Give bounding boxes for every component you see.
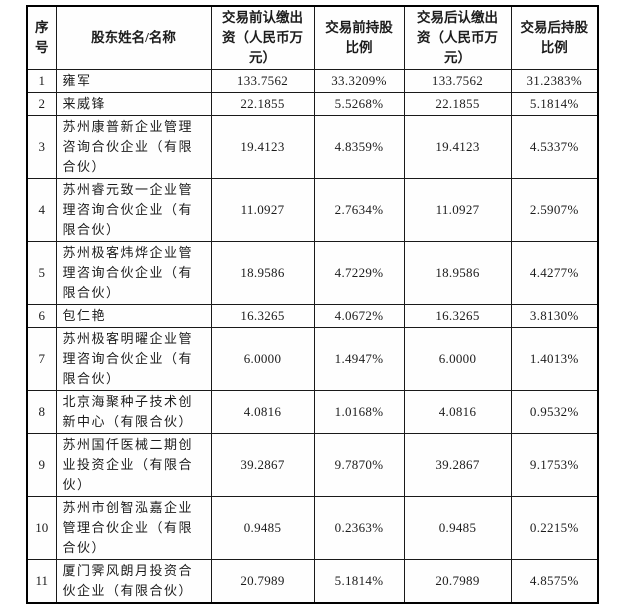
col-serial-number: 序 号 — [26, 5, 57, 70]
post-capital-value: 4.0816 — [403, 390, 512, 434]
table-row: 4 苏州睿元致一企业管理咨询合伙企业（有限合伙） 11.0927 2.7634%… — [26, 178, 599, 242]
post-ratio-value: 1.4013% — [510, 327, 599, 391]
row-index: 1 — [26, 69, 57, 93]
row-index: 9 — [26, 433, 57, 497]
post-ratio-value: 0.9532% — [510, 390, 599, 434]
col-post-transaction-capital: 交易后认缴出 资（人民币万 元） — [403, 5, 512, 70]
pre-ratio-value: 1.4947% — [313, 327, 405, 391]
table-body: 1 雍军 133.7562 33.3209% 133.7562 31.2383%… — [26, 69, 599, 604]
row-index: 5 — [26, 241, 57, 305]
post-ratio-value: 0.2215% — [510, 496, 599, 560]
shareholder-table: 序 号 股东姓名/名称 交易前认缴出 资（人民币万 元） 交易前持股 比例 交易… — [26, 5, 599, 604]
pre-ratio-value: 2.7634% — [313, 178, 405, 242]
pre-ratio-value: 4.7229% — [313, 241, 405, 305]
post-capital-value: 39.2867 — [403, 433, 512, 497]
shareholder-name: 苏州国仟医械二期创业投资企业（有限合伙） — [55, 433, 212, 497]
pre-capital-value: 22.1855 — [210, 92, 315, 116]
pre-capital-value: 4.0816 — [210, 390, 315, 434]
pre-capital-value: 20.7989 — [210, 559, 315, 604]
table-row: 6 包仁艳 16.3265 4.0672% 16.3265 3.8130% — [26, 304, 599, 328]
pre-capital-value: 6.0000 — [210, 327, 315, 391]
header-row: 序 号 股东姓名/名称 交易前认缴出 资（人民币万 元） 交易前持股 比例 交易… — [26, 5, 599, 70]
pre-ratio-value: 5.1814% — [313, 559, 405, 604]
post-capital-value: 16.3265 — [403, 304, 512, 328]
col-pre-transaction-capital: 交易前认缴出 资（人民币万 元） — [210, 5, 315, 70]
post-ratio-value: 4.5337% — [510, 115, 599, 179]
shareholder-name: 苏州极客明曜企业管理咨询合伙企业（有限合伙） — [55, 327, 212, 391]
post-capital-value: 6.0000 — [403, 327, 512, 391]
table-row: 1 雍军 133.7562 33.3209% 133.7562 31.2383% — [26, 69, 599, 93]
shareholder-name: 雍军 — [55, 69, 212, 93]
row-index: 4 — [26, 178, 57, 242]
col-pre-transaction-ratio: 交易前持股 比例 — [313, 5, 405, 70]
pre-capital-value: 39.2867 — [210, 433, 315, 497]
pre-capital-value: 16.3265 — [210, 304, 315, 328]
table-row: 11 厦门霁风朗月投资合伙企业（有限合伙） 20.7989 5.1814% 20… — [26, 559, 599, 604]
row-index: 7 — [26, 327, 57, 391]
pre-ratio-value: 9.7870% — [313, 433, 405, 497]
row-index: 8 — [26, 390, 57, 434]
table-row: 5 苏州极客炜烨企业管理咨询合伙企业（有限合伙） 18.9586 4.7229%… — [26, 241, 599, 305]
pre-capital-value: 133.7562 — [210, 69, 315, 93]
shareholder-name: 苏州极客炜烨企业管理咨询合伙企业（有限合伙） — [55, 241, 212, 305]
table-row: 2 来威锋 22.1855 5.5268% 22.1855 5.1814% — [26, 92, 599, 116]
post-ratio-value: 31.2383% — [510, 69, 599, 93]
row-index: 3 — [26, 115, 57, 179]
pre-ratio-value: 33.3209% — [313, 69, 405, 93]
row-index: 11 — [26, 559, 57, 604]
shareholder-name: 苏州市创智泓嘉企业管理合伙企业（有限合伙） — [55, 496, 212, 560]
pre-ratio-value: 4.0672% — [313, 304, 405, 328]
table-row: 3 苏州康普新企业管理咨询合伙企业（有限合伙） 19.4123 4.8359% … — [26, 115, 599, 179]
pre-ratio-value: 1.0168% — [313, 390, 405, 434]
table-row: 7 苏州极客明曜企业管理咨询合伙企业（有限合伙） 6.0000 1.4947% … — [26, 327, 599, 391]
pre-capital-value: 11.0927 — [210, 178, 315, 242]
post-ratio-value: 4.8575% — [510, 559, 599, 604]
pre-capital-value: 18.9586 — [210, 241, 315, 305]
shareholder-name: 苏州睿元致一企业管理咨询合伙企业（有限合伙） — [55, 178, 212, 242]
post-capital-value: 18.9586 — [403, 241, 512, 305]
post-capital-value: 22.1855 — [403, 92, 512, 116]
shareholder-name: 北京海聚种子技术创新中心（有限合伙） — [55, 390, 212, 434]
row-index: 10 — [26, 496, 57, 560]
document-page: 序 号 股东姓名/名称 交易前认缴出 资（人民币万 元） 交易前持股 比例 交易… — [26, 5, 599, 604]
col-shareholder-name: 股东姓名/名称 — [55, 5, 212, 70]
pre-ratio-value: 5.5268% — [313, 92, 405, 116]
shareholder-name: 来威锋 — [55, 92, 212, 116]
post-ratio-value: 5.1814% — [510, 92, 599, 116]
post-ratio-value: 9.1753% — [510, 433, 599, 497]
post-capital-value: 19.4123 — [403, 115, 512, 179]
shareholder-name: 厦门霁风朗月投资合伙企业（有限合伙） — [55, 559, 212, 604]
table-row: 8 北京海聚种子技术创新中心（有限合伙） 4.0816 1.0168% 4.08… — [26, 390, 599, 434]
pre-ratio-value: 0.2363% — [313, 496, 405, 560]
col-post-transaction-ratio: 交易后持股 比例 — [510, 5, 599, 70]
post-capital-value: 133.7562 — [403, 69, 512, 93]
table-row: 9 苏州国仟医械二期创业投资企业（有限合伙） 39.2867 9.7870% 3… — [26, 433, 599, 497]
post-ratio-value: 2.5907% — [510, 178, 599, 242]
post-ratio-value: 4.4277% — [510, 241, 599, 305]
pre-ratio-value: 4.8359% — [313, 115, 405, 179]
post-capital-value: 11.0927 — [403, 178, 512, 242]
pre-capital-value: 19.4123 — [210, 115, 315, 179]
shareholder-name: 苏州康普新企业管理咨询合伙企业（有限合伙） — [55, 115, 212, 179]
post-capital-value: 20.7989 — [403, 559, 512, 604]
pre-capital-value: 0.9485 — [210, 496, 315, 560]
shareholder-name: 包仁艳 — [55, 304, 212, 328]
table-header: 序 号 股东姓名/名称 交易前认缴出 资（人民币万 元） 交易前持股 比例 交易… — [26, 5, 599, 70]
table-row: 10 苏州市创智泓嘉企业管理合伙企业（有限合伙） 0.9485 0.2363% … — [26, 496, 599, 560]
post-capital-value: 0.9485 — [403, 496, 512, 560]
row-index: 6 — [26, 304, 57, 328]
post-ratio-value: 3.8130% — [510, 304, 599, 328]
row-index: 2 — [26, 92, 57, 116]
